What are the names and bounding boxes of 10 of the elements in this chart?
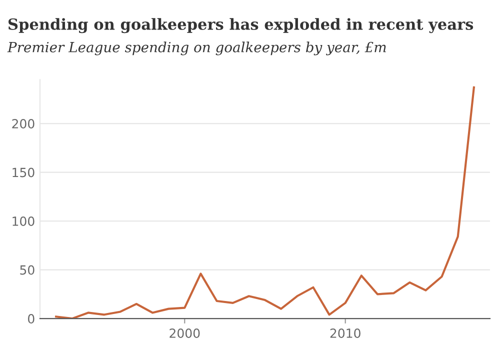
chart-title: Spending on goalkeepers has exploded in recent years xyxy=(8,18,474,34)
y-tick-label: 100 xyxy=(12,216,34,226)
y-tick-label: 50 xyxy=(20,265,34,275)
y-tick-label: 150 xyxy=(12,168,34,178)
x-tick-label: 2010 xyxy=(330,328,360,338)
y-tick-label: 0 xyxy=(28,314,34,324)
line-series xyxy=(55,86,475,319)
chart-subtitle: Premier League spending on goalkeepers by year, £m xyxy=(7,42,386,56)
x-tick-label: 2000 xyxy=(170,328,200,338)
y-tick-label: 200 xyxy=(12,118,34,128)
